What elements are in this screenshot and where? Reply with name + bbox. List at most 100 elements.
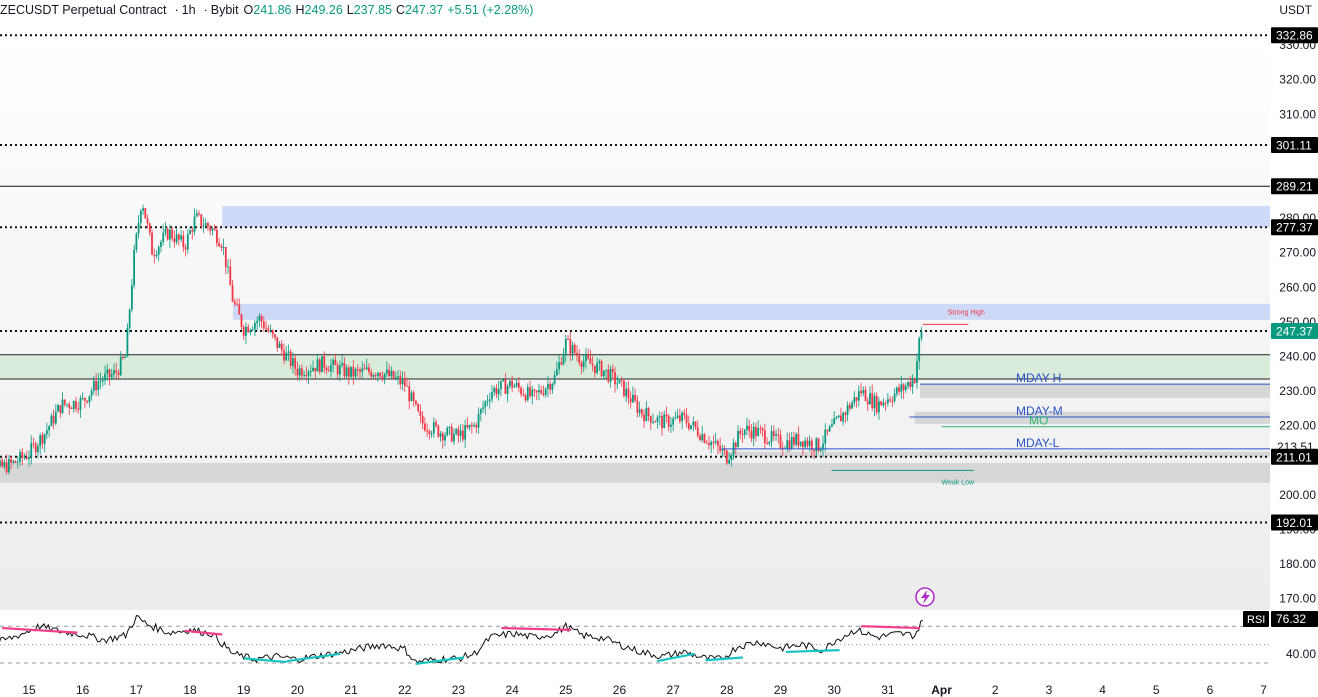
candle-body [817, 438, 820, 451]
candle-body [298, 368, 301, 376]
candle-body [743, 429, 746, 435]
candle-body [133, 249, 136, 286]
rsi-divergence-cyan [415, 656, 464, 666]
candle-body [278, 343, 281, 348]
candle-body [459, 430, 462, 436]
candle-body [602, 370, 605, 377]
candle-body [741, 434, 744, 436]
candle-body [450, 426, 453, 442]
candle-body [294, 358, 297, 369]
candle-body [564, 338, 567, 354]
candle-body [866, 400, 869, 405]
candle-body [186, 233, 189, 250]
candle-body [835, 417, 838, 419]
candle-body [585, 355, 587, 362]
candle-body [388, 369, 391, 377]
candle-body [886, 399, 889, 404]
candle-body [730, 455, 733, 460]
candle-body [262, 321, 265, 329]
candle-body [410, 392, 413, 402]
symbol-name[interactable]: ZECUSDT Perpetual Contract [0, 3, 167, 17]
candle-body [352, 366, 355, 377]
candle-body [643, 414, 645, 421]
candle-body [560, 362, 563, 365]
candle-body [45, 430, 48, 435]
candle-body [142, 208, 144, 211]
candle-body [426, 430, 429, 432]
candle-body [106, 369, 109, 374]
candle-body [618, 378, 621, 384]
candle-body [119, 356, 122, 376]
candle-body [649, 416, 652, 423]
time-tick: 15 [22, 683, 36, 697]
candle-body [656, 417, 659, 422]
candle-body [824, 429, 827, 444]
candle-body [92, 380, 95, 391]
candle-body [169, 229, 171, 240]
candle-body [233, 301, 236, 304]
candle-body [703, 434, 706, 443]
candle-body [218, 243, 221, 247]
candle-body [97, 381, 100, 391]
candle-body [90, 390, 93, 396]
price-line-tag: 277.37 [1276, 221, 1313, 235]
candle-body [759, 428, 762, 430]
candle-body [323, 356, 326, 368]
candle-body [851, 402, 853, 409]
candle-body [587, 355, 590, 359]
time-tick: 25 [559, 683, 573, 697]
candle-body [303, 374, 306, 376]
candle-body [605, 369, 607, 371]
candle-body [455, 429, 458, 434]
rsi-divergence-pink [501, 626, 572, 631]
candle-body [855, 397, 858, 401]
price-tick: 230.00 [1279, 384, 1316, 398]
candle-body [502, 379, 505, 382]
candle-body [77, 408, 80, 410]
rsi-divergence-pink [861, 625, 921, 630]
rsi-pane [0, 610, 1270, 682]
candle-body [330, 365, 332, 372]
candle-body [531, 389, 534, 397]
level-label-mday-l: MDAY-L [1016, 436, 1060, 450]
candle-body [571, 344, 574, 354]
candle-body [385, 369, 388, 374]
candle-body [488, 399, 491, 402]
candle-body [551, 383, 554, 390]
candle-body [486, 401, 489, 403]
candle-body [439, 433, 442, 437]
level-label-mo: MO [1029, 414, 1048, 428]
rsi-divergence-cyan [286, 652, 341, 663]
candle-body [777, 434, 780, 436]
candle-body [576, 352, 578, 356]
candle-body [627, 388, 630, 399]
timeframe[interactable]: 1h [181, 3, 196, 17]
candle-body [1, 460, 4, 467]
candle-body [636, 400, 639, 413]
candle-body [173, 238, 176, 243]
candle-body [124, 356, 127, 359]
candle-body [381, 376, 384, 379]
candle-body [801, 441, 804, 448]
candle-body [569, 339, 572, 354]
candle-body [446, 427, 449, 436]
candle-body [719, 445, 722, 451]
candle-body [236, 303, 238, 305]
candle-body [600, 361, 603, 377]
candle-body [497, 388, 500, 395]
candle-body [746, 425, 748, 430]
candle-body [113, 370, 115, 375]
price-line-tag: 301.11 [1276, 139, 1312, 153]
zone-gray [0, 463, 1271, 483]
candle-body [647, 408, 650, 417]
candle-body [739, 430, 742, 435]
candle-body [122, 356, 124, 359]
candle-body [616, 383, 619, 385]
candle-body [305, 374, 308, 376]
candle-body [356, 369, 359, 371]
open-value: 241.86 [253, 3, 292, 17]
candle-body [611, 369, 614, 373]
candle-body [878, 401, 880, 413]
rsi-divergence-cyan [705, 656, 744, 662]
